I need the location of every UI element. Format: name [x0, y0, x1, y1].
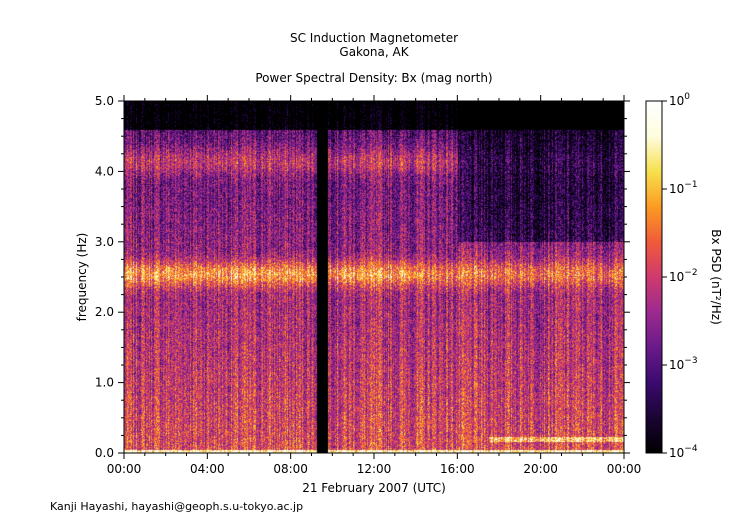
chart-title-line-1: SC Induction Magnetometer: [290, 31, 458, 45]
spectrogram-image: [124, 101, 624, 453]
colorbar: 100 10−1 10−2 10−3 10−4: [645, 92, 698, 460]
colorbar-tick-label: 10−4: [669, 444, 698, 460]
y-axis: 0.0 1.0 2.0 3.0 4.0 5.0: [95, 94, 630, 460]
colorbar-label: Bx PSD (nT²/Hz): [709, 229, 723, 325]
x-tick-label: 12:00: [357, 462, 392, 476]
spectrogram-plot: [123, 100, 625, 454]
y-tick-label: 2.0: [95, 305, 114, 319]
author-credit: Kanji Hayashi, hayashi@geoph.s.u-tokyo.a…: [50, 500, 304, 513]
chart-subtitle: Power Spectral Density: Bx (mag north): [255, 71, 492, 85]
x-axis: 00:00 04:00 08:00 12:00 16:00 20:00 00:00: [107, 95, 642, 476]
x-tick-label: 16:00: [440, 462, 475, 476]
colorbar-tick-label: 10−2: [669, 268, 698, 284]
x-tick-label: 20:00: [523, 462, 558, 476]
x-tick-label: 04:00: [190, 462, 225, 476]
colorbar-tick-label: 100: [669, 92, 690, 108]
y-tick-label: 0.0: [95, 446, 114, 460]
y-tick-label: 3.0: [95, 235, 114, 249]
x-tick-label: 08:00: [273, 462, 308, 476]
x-tick-label: 00:00: [107, 462, 142, 476]
y-tick-label: 1.0: [95, 376, 114, 390]
colorbar-tick-label: 10−3: [669, 356, 698, 372]
x-axis-label: 21 February 2007 (UTC): [302, 481, 446, 495]
colorbar-gradient: [645, 100, 663, 454]
x-tick-label: 00:00: [607, 462, 642, 476]
chart-title-line-2: Gakona, AK: [339, 45, 409, 59]
colorbar-tick-label: 10−1: [669, 180, 698, 196]
y-tick-label: 5.0: [95, 94, 114, 108]
y-tick-label: 4.0: [95, 164, 114, 178]
y-axis-label: frequency (Hz): [75, 233, 89, 322]
